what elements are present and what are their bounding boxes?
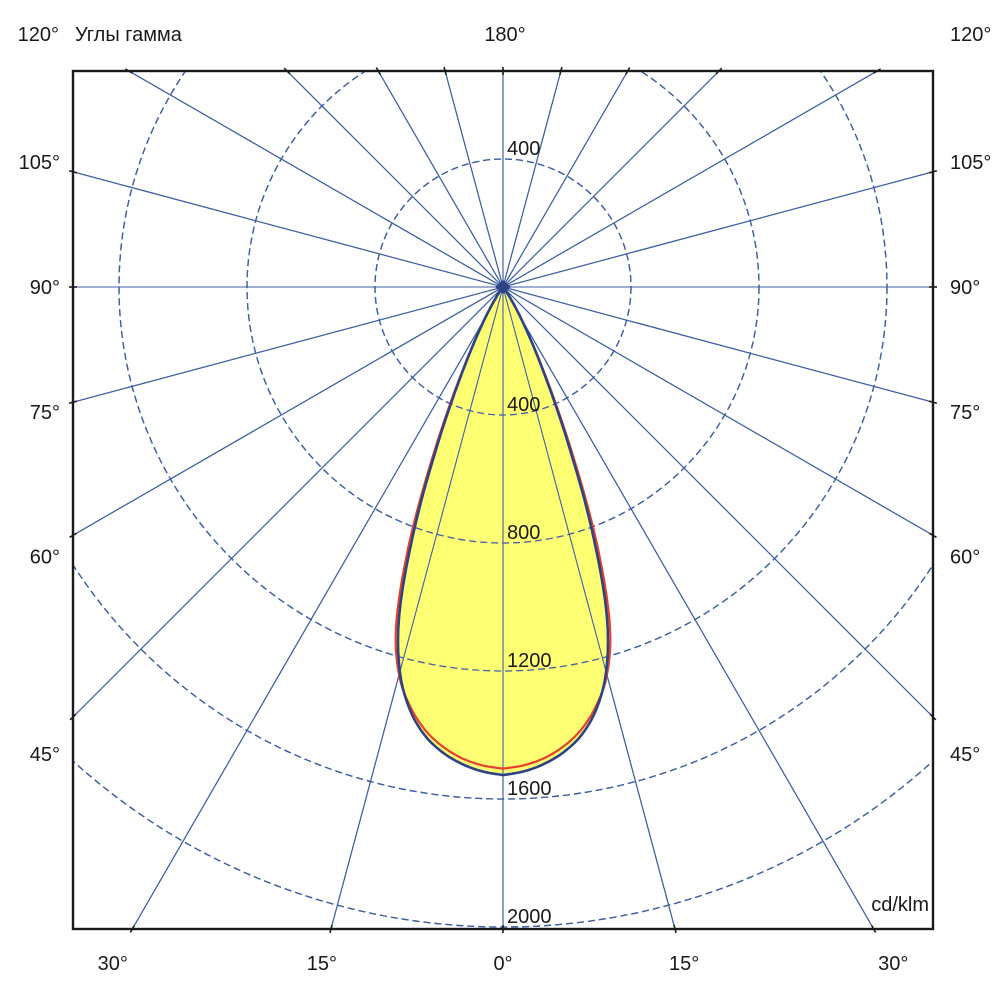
intensity-curves	[73, 71, 933, 929]
border-tick-120	[873, 68, 881, 74]
gamma-label-right-105: 105°	[950, 152, 991, 174]
gamma-label-bottom-15: 15°	[669, 953, 699, 975]
radial-tick-label-2000: 2000	[507, 906, 552, 928]
gamma-label-bottom--30: 30°	[98, 953, 128, 975]
grid-spoke-45	[502, 286, 933, 718]
radial-tick-label-1600: 1600	[507, 778, 552, 800]
curve-c0-c180	[396, 284, 610, 777]
chart-labels: 120° Углы гамма 180° 120° cd/klm 400 400 8…	[18, 24, 992, 975]
gamma-label-left-60: 60°	[30, 547, 60, 569]
border-tick-225	[283, 67, 291, 75]
gamma-label-top-center: 180°	[484, 24, 525, 46]
border-tick-285	[68, 400, 78, 405]
gamma-label-right-75: 75°	[950, 402, 980, 424]
border-tick-255	[68, 169, 78, 174]
gamma-label-left-90: 90°	[30, 277, 60, 299]
gamma-label-bottom-0: 0°	[493, 953, 512, 975]
border-tick-300	[69, 532, 77, 538]
border-tick-75	[928, 400, 938, 405]
grid-spoke-210	[377, 71, 504, 288]
grid-spoke-60	[502, 286, 933, 536]
grid-spoke-195	[444, 71, 504, 288]
grid-spoke-225	[286, 71, 504, 288]
border-tick-315	[69, 713, 77, 721]
grid-spoke-75	[502, 286, 933, 403]
gamma-label-bottom-30: 30°	[878, 953, 908, 975]
gamma-label-top-right: 120°	[950, 24, 991, 46]
border-tick-60	[929, 532, 937, 538]
border-tick-135	[715, 67, 723, 75]
border-tick-165	[559, 66, 563, 76]
grid-spoke-300	[73, 286, 504, 536]
grid-spoke-285	[73, 286, 504, 403]
radial-tick-label-upper-400: 400	[507, 138, 540, 160]
gamma-label-left-75: 75°	[30, 402, 60, 424]
grid-spoke-165	[502, 71, 562, 288]
gamma-label-bottom--15: 15°	[307, 953, 337, 975]
grid-spoke-105	[502, 171, 933, 288]
gamma-label-left-105: 105°	[19, 152, 60, 174]
gamma-label-left-45: 45°	[30, 744, 60, 766]
grid-spoke-330	[131, 286, 504, 929]
grid-spoke-150	[502, 71, 629, 288]
border-tick-45	[929, 713, 937, 721]
grid-spoke-30	[502, 286, 875, 929]
grid-spoke-345	[330, 286, 504, 929]
border-tick-195	[443, 66, 447, 76]
border-tick-150	[625, 67, 631, 75]
grid-spoke-135	[502, 71, 720, 288]
grid-spoke-15	[502, 286, 676, 929]
units-label: cd/klm	[871, 894, 929, 916]
radial-tick-label-400: 400	[507, 394, 540, 416]
grid-spoke-120	[502, 71, 878, 288]
gamma-label-top-left: 120°	[18, 24, 59, 46]
border-tick-210	[375, 67, 381, 75]
grid-spoke-240	[128, 71, 504, 288]
border-tick-240	[125, 68, 133, 74]
radial-tick-label-800: 800	[507, 522, 540, 544]
border-ticks	[68, 66, 938, 934]
radial-tick-label-1200: 1200	[507, 650, 552, 672]
border-tick-105	[928, 169, 938, 174]
border-tick-330	[129, 925, 136, 933]
border-tick-15	[673, 924, 677, 934]
gamma-label-right-45: 45°	[950, 744, 980, 766]
border-tick-345	[329, 924, 333, 934]
center-marker	[495, 280, 511, 294]
grid-spoke-255	[73, 171, 504, 288]
gamma-label-right-60: 60°	[950, 547, 980, 569]
chart-title: Углы гамма	[75, 24, 183, 46]
border-tick-30	[870, 925, 877, 933]
grid-spoke-315	[73, 286, 504, 718]
gamma-label-right-90: 90°	[950, 277, 980, 299]
